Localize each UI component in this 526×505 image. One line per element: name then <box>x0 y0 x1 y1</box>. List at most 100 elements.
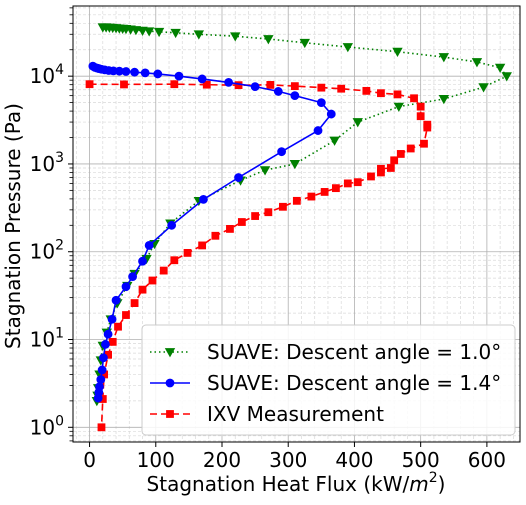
data-point <box>317 83 326 92</box>
data-point <box>93 393 103 403</box>
data-point <box>170 80 179 89</box>
y-tick-label: 100 <box>30 413 64 439</box>
y-tick-label: 101 <box>30 326 64 352</box>
data-point <box>101 339 110 349</box>
data-point <box>199 194 208 204</box>
data-point <box>352 118 363 128</box>
data-point <box>121 67 131 76</box>
y-tick-base: 10 <box>30 415 55 439</box>
data-point <box>202 80 211 89</box>
data-point <box>386 164 395 172</box>
data-point <box>97 423 106 432</box>
series-1 <box>88 61 336 403</box>
legend-entry: IXV Measurement <box>150 402 384 426</box>
legend-entry: SUAVE: Descent angle = 1.0° <box>150 340 501 364</box>
data-point <box>273 87 283 96</box>
data-point <box>148 276 157 285</box>
x-tick-label: 200 <box>203 448 241 472</box>
y-tick-label: 104 <box>30 62 64 88</box>
x-tick-label: 300 <box>269 448 307 472</box>
data-point <box>224 77 234 87</box>
data-point <box>114 322 122 331</box>
legend-label: IXV Measurement <box>207 402 384 426</box>
data-point <box>197 74 207 84</box>
data-point <box>237 218 246 226</box>
data-point <box>230 32 241 42</box>
series-2 <box>85 80 432 432</box>
data-point <box>259 166 271 176</box>
x-axis-label-close: ) <box>438 472 446 496</box>
data-point <box>97 365 107 375</box>
data-point <box>362 86 371 95</box>
data-point <box>266 81 275 89</box>
data-point <box>153 27 165 38</box>
data-point <box>396 150 405 158</box>
data-point <box>501 72 512 82</box>
data-point <box>471 58 483 68</box>
y-tick-base: 10 <box>30 64 55 88</box>
data-point <box>130 299 139 307</box>
legend-label: SUAVE: Descent angle = 1.0° <box>207 340 501 364</box>
data-point <box>107 314 117 324</box>
data-point <box>367 172 375 181</box>
data-point <box>122 311 130 319</box>
data-point <box>198 241 207 250</box>
data-point <box>299 38 310 49</box>
legend: SUAVE: Descent angle = 1.0° SUAVE: Descen… <box>141 324 516 436</box>
data-point <box>144 241 154 250</box>
data-point <box>290 82 299 91</box>
data-point <box>494 63 506 73</box>
legend-entry: SUAVE: Descent angle = 1.4° <box>150 371 501 395</box>
data-point <box>326 109 336 119</box>
data-point <box>111 295 121 305</box>
data-point <box>183 248 192 257</box>
y-tick-label: 102 <box>30 238 64 264</box>
x-axis-label-main: Stagnation Heat Flux (kW/ <box>147 472 410 496</box>
y-tick-exponent: 0 <box>55 413 64 429</box>
data-point <box>410 94 418 103</box>
x-axis-label-unit-base: m <box>409 472 428 496</box>
data-point <box>170 28 181 39</box>
legend-label: SUAVE: Descent angle = 1.4° <box>207 371 501 395</box>
data-point <box>313 126 323 135</box>
data-point <box>390 156 399 165</box>
legend-marker <box>166 410 174 418</box>
data-point <box>85 80 94 89</box>
data-point <box>290 91 300 101</box>
data-point <box>137 26 148 36</box>
data-point <box>393 90 402 99</box>
data-point <box>121 282 131 292</box>
data-point <box>342 43 354 53</box>
data-point <box>329 136 340 146</box>
data-point <box>153 69 163 79</box>
series-layer <box>85 23 512 432</box>
data-point <box>250 82 260 92</box>
y-tick-exponent: 2 <box>55 238 64 254</box>
y-tick-base: 10 <box>30 152 55 176</box>
y-tick-exponent: 4 <box>55 62 64 78</box>
y-axis-label: Stagnation Pressure (Pa) <box>1 103 25 349</box>
x-tick-label: 600 <box>468 448 506 472</box>
data-point <box>316 98 326 107</box>
x-tick-label: 400 <box>335 448 373 472</box>
data-point <box>108 337 117 346</box>
data-point <box>193 30 205 40</box>
data-point <box>140 68 150 78</box>
y-tick-base: 10 <box>30 240 55 264</box>
data-point <box>279 202 287 211</box>
data-point <box>167 220 177 230</box>
data-point <box>478 83 489 93</box>
data-point <box>138 256 147 266</box>
data-point <box>307 192 316 201</box>
data-point <box>128 272 138 282</box>
data-point <box>423 123 432 132</box>
data-point <box>392 47 403 58</box>
data-point <box>251 212 260 220</box>
data-point <box>438 53 450 63</box>
data-point <box>103 329 113 339</box>
data-point <box>99 353 108 363</box>
data-point <box>377 168 385 177</box>
data-point <box>226 225 234 233</box>
